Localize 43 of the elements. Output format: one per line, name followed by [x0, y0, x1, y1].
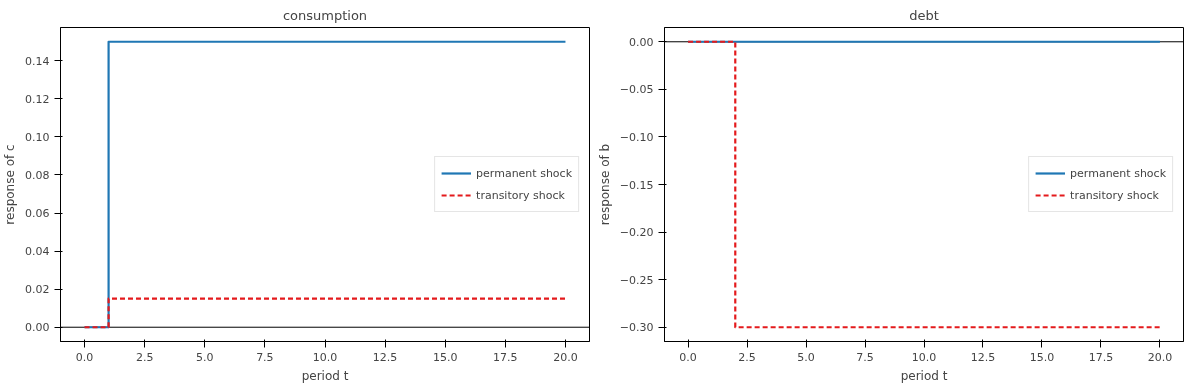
- x-tick-label: 10.0: [312, 350, 338, 364]
- x-tick-label: 17.5: [493, 350, 518, 364]
- y-tick-label: −0.10: [619, 130, 654, 144]
- y-tick-label: −0.20: [619, 226, 654, 240]
- y-tick-label: 0.12: [25, 92, 50, 106]
- y-tick-label: 0.00: [25, 321, 50, 335]
- y-tick-label: −0.15: [619, 178, 654, 192]
- x-tick-label: 0.0: [75, 350, 94, 364]
- x-tick-label: 7.5: [256, 350, 274, 364]
- y-tick-label: 0.10: [25, 130, 50, 144]
- x-axis-title: period t: [900, 368, 948, 383]
- x-tick-label: 2.5: [135, 350, 154, 364]
- x-tick-label: 15.0: [1029, 350, 1055, 364]
- x-tick-label: 5.0: [797, 350, 815, 364]
- x-tick-label: 0.0: [679, 350, 697, 364]
- y-tick-label: 0.00: [629, 35, 654, 49]
- x-tick-label: 20.0: [1147, 350, 1173, 364]
- x-axis-title: period t: [301, 368, 349, 383]
- y-axis-title: response of c: [3, 144, 18, 225]
- y-tick-label: 0.14: [25, 54, 50, 68]
- x-tick-label: 5.0: [196, 350, 214, 364]
- x-tick-label: 17.5: [1088, 350, 1114, 364]
- y-tick-label: −0.30: [619, 321, 654, 335]
- legend-label: transitory shock: [476, 188, 565, 202]
- y-tick-label: −0.05: [619, 83, 654, 97]
- y-tick-label: 0.04: [25, 245, 50, 259]
- y-tick-label: 0.08: [25, 168, 50, 182]
- legend-label: permanent shock: [476, 166, 572, 180]
- x-tick-label: 7.5: [856, 350, 874, 364]
- x-tick-label: 12.5: [372, 350, 398, 364]
- x-tick-label: 15.0: [432, 350, 458, 364]
- chart-title: consumption: [282, 7, 368, 23]
- y-tick-label: 0.02: [25, 283, 50, 297]
- y-tick-label: 0.06: [25, 207, 50, 221]
- legend-label: transitory shock: [1070, 188, 1159, 202]
- x-tick-label: 2.5: [738, 350, 756, 364]
- x-tick-label: 20.0: [553, 350, 578, 364]
- y-axis-title: response of b: [597, 143, 612, 226]
- chart-title: debt: [909, 7, 939, 23]
- x-tick-label: 10.0: [911, 350, 937, 364]
- legend-label: permanent shock: [1070, 166, 1166, 180]
- x-tick-label: 12.5: [970, 350, 996, 364]
- y-tick-label: −0.25: [619, 273, 654, 287]
